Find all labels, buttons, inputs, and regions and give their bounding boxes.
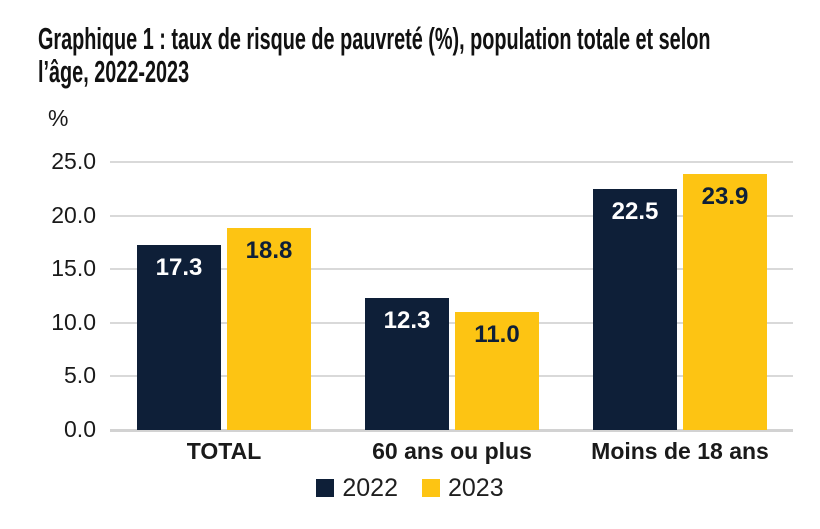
y-tick-label: 0.0 <box>64 416 96 442</box>
legend-swatch-2022 <box>316 479 335 497</box>
gridline <box>110 268 793 271</box>
x-axis-label-60-ans-ou-plus: 60 ans ou plus <box>372 438 532 464</box>
gridline <box>110 161 793 163</box>
y-axis-unit-label: % <box>48 105 69 131</box>
legend-item-2023: 2023 <box>422 474 504 503</box>
bar-2022-60-ans-ou-plus: 12.3 <box>365 298 449 430</box>
x-axis-baseline <box>110 429 793 432</box>
chart-title-line1: Graphique 1 : taux de risque de pauvreté… <box>38 21 711 56</box>
bar-2022-moins-de-18-ans: 22.5 <box>593 189 677 430</box>
bar-2023-moins-de-18-ans: 23.9 <box>683 174 767 430</box>
gridline <box>110 214 793 217</box>
y-tick-label: 15.0 <box>51 255 96 282</box>
bar-value-label: 22.5 <box>611 198 659 225</box>
gridline <box>110 321 793 324</box>
gridline <box>110 375 793 378</box>
bar-value-label: 11.0 <box>474 321 520 348</box>
x-axis-label-total: TOTAL <box>186 438 262 464</box>
legend-swatch-2023 <box>422 479 440 497</box>
y-tick-label: 10.0 <box>51 308 96 335</box>
x-axis-label-moins-de-18-ans: Moins de 18 ans <box>591 438 769 464</box>
bar-value-label: 17.3 <box>155 254 203 281</box>
y-tick-label: 25.0 <box>51 148 96 174</box>
bar-value-label: 18.8 <box>245 237 293 264</box>
y-tick-label: 5.0 <box>64 362 96 389</box>
bar-2023-total: 18.8 <box>227 228 311 430</box>
legend-label: 2023 <box>448 473 504 502</box>
chart-title: Graphique 1 : taux de risque de pauvreté… <box>38 22 793 88</box>
chart-title-line2: l’âge, 2022-2023 <box>38 54 190 89</box>
bar-2022-total: 17.3 <box>137 245 221 430</box>
bar-value-label: 23.9 <box>701 183 749 210</box>
y-tick-label: 20.0 <box>51 201 96 228</box>
bar-2023-60-ans-ou-plus: 11.0 <box>455 312 539 430</box>
legend: 2022 2023 <box>0 471 820 505</box>
bar-value-label: 12.3 <box>383 307 431 334</box>
legend-label: 2022 <box>342 473 398 502</box>
legend-item-2022: 2022 <box>316 474 398 503</box>
